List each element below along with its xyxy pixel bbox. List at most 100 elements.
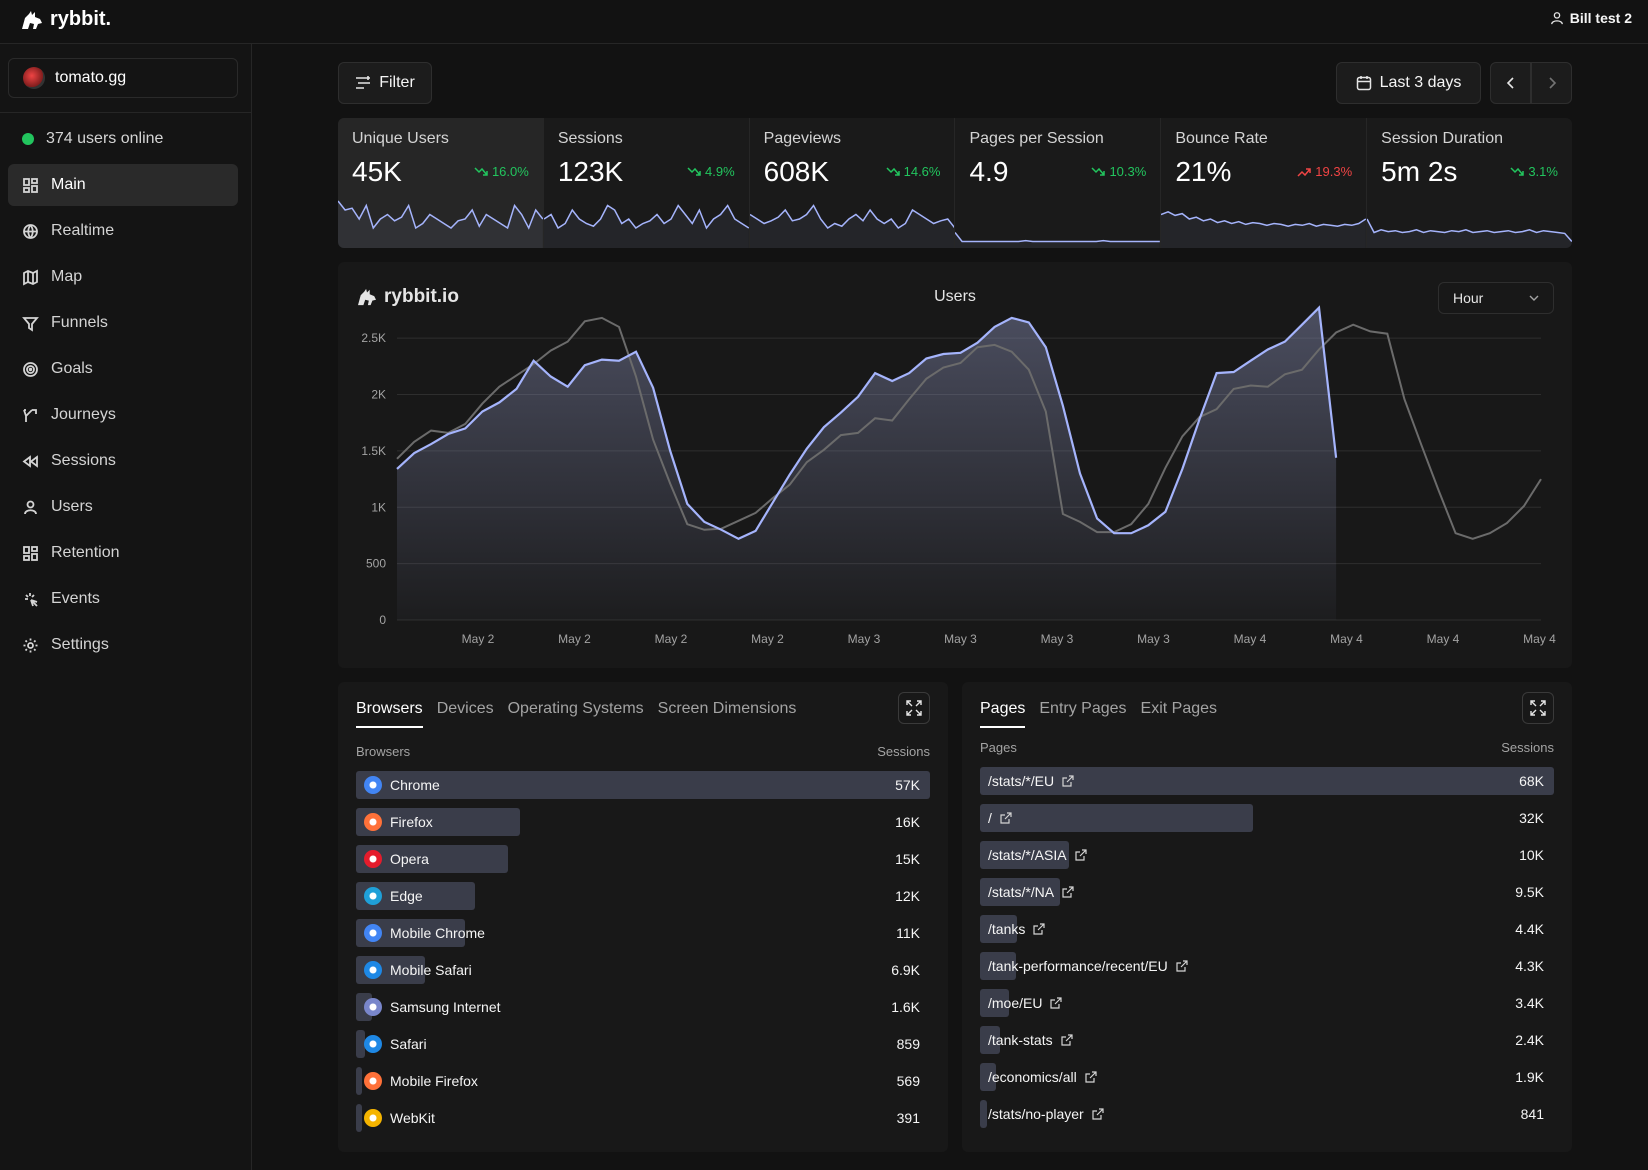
browser-row[interactable]: Edge 12K	[356, 882, 930, 910]
external-link-icon[interactable]	[1033, 923, 1045, 935]
sidebar-item-users[interactable]: Users	[8, 486, 238, 528]
y-tick-label: 2.5K	[361, 331, 386, 345]
browser-row[interactable]: Firefox 16K	[356, 808, 930, 836]
next-range-button[interactable]	[1531, 62, 1572, 104]
browser-row[interactable]: Mobile Firefox 569	[356, 1067, 930, 1095]
browser-row[interactable]: Mobile Safari 6.9K	[356, 956, 930, 984]
sidebar-item-realtime[interactable]: Realtime	[8, 210, 238, 252]
rabbit-logo-icon	[358, 288, 376, 306]
x-tick-label: May 2	[751, 632, 784, 646]
sidebar-item-label: Users	[51, 498, 93, 515]
chevron-right-icon	[1548, 77, 1556, 89]
sidebar-item-map[interactable]: Map	[8, 256, 238, 298]
x-tick-label: May 3	[1137, 632, 1170, 646]
expand-button[interactable]	[1522, 692, 1554, 724]
external-link-icon[interactable]	[1050, 997, 1063, 1009]
tab-devices[interactable]: Devices	[436, 700, 494, 717]
page-row[interactable]: /tanks 4.4K	[980, 915, 1554, 943]
row-value: 15K	[895, 851, 920, 867]
external-link-icon[interactable]	[1062, 775, 1074, 787]
sparkline	[338, 200, 543, 248]
browser-name: Samsung Internet	[390, 999, 501, 1015]
tab-operating-systems[interactable]: Operating Systems	[507, 700, 644, 717]
page-row[interactable]: /moe/EU 3.4K	[980, 989, 1554, 1017]
page-row[interactable]: /stats/*/NA 9.5K	[980, 878, 1554, 906]
row-label: /tank-stats	[980, 1032, 1073, 1048]
browsers-panel: Browsers Devices Operating Systems Screen D…	[338, 682, 948, 1152]
sidebar-item-journeys[interactable]: Journeys	[8, 394, 238, 436]
app-logo-text: rybbit.	[50, 8, 112, 30]
browser-row[interactable]: Opera 15K	[356, 845, 930, 873]
tab-pages[interactable]: Pages	[980, 700, 1026, 728]
row-bar	[980, 1063, 996, 1091]
page-row[interactable]: /tank-performance/recent/EU 4.3K	[980, 952, 1554, 980]
external-link-icon[interactable]	[1092, 1108, 1104, 1120]
stat-card-pageviews[interactable]: Pageviews 608K 14.6%	[749, 118, 956, 248]
page-row[interactable]: /tank-stats 2.4K	[980, 1026, 1554, 1054]
row-bar	[980, 952, 1016, 980]
filter-button[interactable]: Filter	[338, 62, 432, 104]
sidebar-item-funnels[interactable]: Funnels	[8, 302, 238, 344]
row-bar	[356, 1104, 362, 1132]
tab-screen-dimensions[interactable]: Screen Dimensions	[657, 700, 797, 717]
expand-icon	[906, 700, 922, 716]
external-link-icon[interactable]	[1074, 849, 1087, 861]
stat-change: 14.6%	[886, 164, 940, 179]
sidebar-item-sessions[interactable]: Sessions	[8, 440, 238, 482]
external-link-icon[interactable]	[1176, 960, 1188, 972]
app-logo[interactable]: rybbit.	[20, 8, 111, 31]
browser-row[interactable]: Safari 859	[356, 1030, 930, 1058]
external-link-icon[interactable]	[1000, 812, 1012, 824]
external-link-icon[interactable]	[1062, 886, 1074, 898]
sidebar-item-settings[interactable]: Settings	[8, 624, 238, 666]
browser-row[interactable]: WebKit 391	[356, 1104, 930, 1132]
stat-card-unique-users[interactable]: Unique Users 45K 16.0%	[338, 118, 544, 248]
site-name: tomato.gg	[55, 69, 127, 86]
sidebar-item-label: Realtime	[51, 222, 115, 239]
browser-name: Safari	[390, 1036, 427, 1052]
user-menu[interactable]: Bill test 2	[1550, 10, 1632, 26]
stat-card-sessions[interactable]: Sessions 123K 4.9%	[543, 118, 750, 248]
sidebar-item-events[interactable]: Events	[8, 578, 238, 620]
stat-card-pages-per-session[interactable]: Pages per Session 4.9 10.3%	[955, 118, 1162, 248]
sparkline-line	[955, 232, 1161, 243]
browser-row[interactable]: Samsung Internet 1.6K	[356, 993, 930, 1021]
tab-exit-pages[interactable]: Exit Pages	[1140, 700, 1218, 717]
row-label: Samsung Internet	[356, 998, 501, 1016]
page-row[interactable]: /stats/*/EU 68K	[980, 767, 1554, 795]
sidebar-item-main[interactable]: Main	[8, 164, 238, 206]
external-link-icon[interactable]	[1060, 1034, 1073, 1046]
stat-card-session-duration[interactable]: Session Duration 5m 2s 3.1%	[1367, 118, 1572, 248]
filter-label: Filter	[379, 74, 415, 91]
interval-select[interactable]: Hour	[1438, 282, 1554, 314]
browser-icon	[364, 776, 382, 794]
y-tick-label: 2K	[371, 388, 386, 402]
date-range-button[interactable]: Last 3 days	[1336, 62, 1481, 104]
previous-range-button[interactable]	[1490, 62, 1531, 104]
site-selector[interactable]: tomato.gg	[8, 58, 238, 98]
online-users: 374 users online	[22, 130, 163, 148]
sidebar-item-label: Retention	[51, 544, 120, 561]
tab-browsers[interactable]: Browsers	[356, 700, 423, 728]
x-tick-label: May 4	[1234, 632, 1267, 646]
sparkline-area	[1367, 219, 1572, 248]
page-row[interactable]: /economics/all 1.9K	[980, 1063, 1554, 1091]
stat-card-bounce-rate[interactable]: Bounce Rate 21% 19.3%	[1161, 118, 1368, 248]
pages-col-value: Sessions	[1501, 740, 1554, 755]
sparkline	[1367, 218, 1572, 248]
page-path: /	[988, 810, 992, 826]
expand-button[interactable]	[898, 692, 930, 724]
rewind-icon	[22, 454, 38, 468]
browser-row[interactable]: Mobile Chrome 11K	[356, 919, 930, 947]
browsers-column-header: Browsers Sessions	[356, 744, 930, 759]
browser-row[interactable]: Chrome 57K	[356, 771, 930, 799]
external-link-icon[interactable]	[1085, 1071, 1097, 1083]
trend-up-icon	[1297, 167, 1312, 177]
page-row[interactable]: / 32K	[980, 804, 1554, 832]
page-row[interactable]: /stats/*/ASIA 10K	[980, 841, 1554, 869]
row-value: 9.5K	[1515, 884, 1544, 900]
tab-entry-pages[interactable]: Entry Pages	[1039, 700, 1127, 717]
sidebar-item-retention[interactable]: Retention	[8, 532, 238, 574]
sidebar-item-goals[interactable]: Goals	[8, 348, 238, 390]
page-row[interactable]: /stats/no-player 841	[980, 1100, 1554, 1128]
